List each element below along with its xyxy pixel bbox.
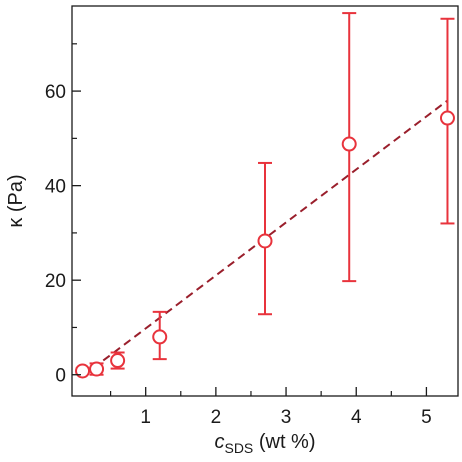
x-axis-title: cSDS (wt %) [214,431,315,456]
data-marker [89,361,105,377]
data-point-6 [341,12,357,283]
data-point-5 [257,161,273,316]
data-point-3 [110,351,126,370]
y-tick-label: 40 [45,177,66,198]
tick-labels: 1 2 3 4 5 0 20 40 60 [45,82,432,428]
data-marker [439,110,455,126]
x-tick-label: 5 [421,407,432,428]
data-marker [152,329,168,345]
data-point-7 [439,17,455,225]
x-axis-title-unit: (wt %) [253,431,315,453]
x-tick-label: 3 [281,407,292,428]
y-tick-label: 60 [45,82,66,103]
data-point-1 [75,363,91,379]
y-axis-title: κ (Pa) [5,174,27,227]
data-marker [257,233,273,249]
data-marker [110,353,126,369]
axis-ticks [72,43,428,396]
x-tick-label: 1 [140,407,151,428]
data-marker [75,363,91,379]
x-axis-title-symbol: c [214,431,224,453]
data-marker [341,136,357,152]
x-axis-title-subscript: SDS [224,440,253,456]
y-tick-label: 0 [55,366,66,387]
data-point-2 [89,361,105,377]
x-tick-label: 2 [211,407,222,428]
x-tick-label: 4 [351,407,362,428]
y-tick-label: 20 [45,271,66,292]
plot-marks [75,12,455,379]
plot-frame [71,5,459,397]
data-point-4 [152,310,168,361]
